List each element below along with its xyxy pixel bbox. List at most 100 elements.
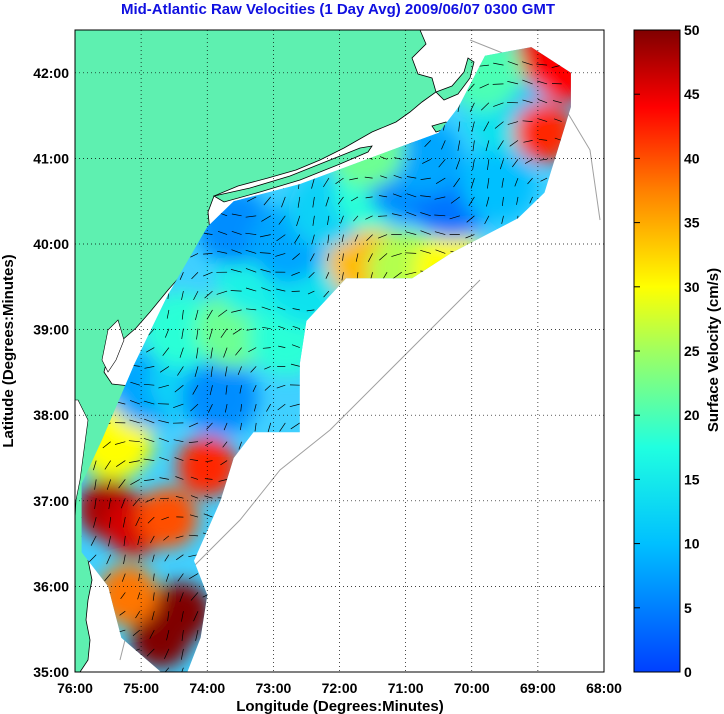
velocity-arrow xyxy=(164,328,170,338)
y-axis: 35:00 36:00 37:00 38:00 39:00 40:00 41:00 42:00 xyxy=(33,65,69,680)
velocity-arrow xyxy=(480,102,490,111)
velocity-arrow xyxy=(179,347,184,358)
velocity-arrow xyxy=(516,196,519,205)
velocity-arrow xyxy=(458,121,461,132)
velocity-arrow xyxy=(181,291,184,300)
velocity-arrow xyxy=(239,422,242,431)
velocity-arrow xyxy=(391,213,402,217)
velocity-arrow xyxy=(129,419,140,424)
velocity-arrow xyxy=(205,460,213,463)
velocity-arrow xyxy=(277,325,286,330)
y-tick-label: 38:00 xyxy=(33,407,69,423)
y-axis-label: Latitude (Degrees:Minutes) xyxy=(0,254,17,447)
velocity-arrow xyxy=(130,381,140,386)
velocity-arrow xyxy=(222,441,228,448)
velocity-arrow xyxy=(191,271,199,280)
velocity-arrow xyxy=(123,554,126,565)
velocity-arrow xyxy=(138,554,141,564)
velocity-arrow xyxy=(209,385,213,396)
velocity-arrow xyxy=(174,457,184,461)
velocity-arrow xyxy=(189,514,199,518)
colorbar-label: Surface Velocity (cm/s) xyxy=(705,268,722,432)
velocity-arrow xyxy=(262,347,271,349)
velocity-arrow xyxy=(341,234,344,242)
velocity-arrow xyxy=(108,498,112,510)
velocity-arrow xyxy=(220,328,228,338)
velocity-arrow xyxy=(108,517,112,528)
velocity-arrow xyxy=(353,215,359,222)
velocity-arrow xyxy=(349,177,359,181)
velocity-arrow xyxy=(217,250,228,254)
velocity-arrow xyxy=(487,178,490,189)
velocity-arrow xyxy=(450,196,461,204)
velocity-arrow xyxy=(152,573,155,582)
velocity-arrow xyxy=(114,441,126,445)
colorbar-tick-label: 50 xyxy=(684,22,700,38)
velocity-arrow xyxy=(179,272,184,280)
velocity-arrow xyxy=(194,366,199,377)
velocity-arrow xyxy=(158,384,169,389)
velocity-arrow xyxy=(434,196,446,200)
x-tick-label: 68:00 xyxy=(586,680,622,696)
velocity-arrow xyxy=(144,479,155,481)
velocity-arrow xyxy=(121,573,126,582)
colorbar-tick-label: 35 xyxy=(684,215,700,231)
x-axis-label: Longitude (Degrees:Minutes) xyxy=(236,698,444,714)
velocity-arrow xyxy=(129,400,140,405)
velocity-arrow xyxy=(135,516,141,527)
velocity-arrow xyxy=(522,99,533,104)
velocity-arrow xyxy=(323,177,330,188)
velocity-arrow xyxy=(162,347,170,356)
velocity-arrow xyxy=(239,385,242,394)
velocity-arrow xyxy=(245,287,257,292)
velocity-arrow xyxy=(108,535,112,547)
velocity-arrow xyxy=(279,422,286,432)
y-tick-label: 41:00 xyxy=(33,150,69,166)
velocity-arrow xyxy=(88,554,97,563)
velocity-arrow xyxy=(538,138,548,141)
y-tick-label: 35:00 xyxy=(33,664,69,680)
velocity-arrow xyxy=(486,196,490,207)
velocity-arrow xyxy=(208,328,213,340)
velocity-arrow xyxy=(364,176,373,179)
velocity-arrow xyxy=(289,403,300,408)
x-tick-label: 73:00 xyxy=(255,680,291,696)
colorbar-tick-label: 15 xyxy=(684,471,700,487)
velocity-arrow xyxy=(380,175,388,179)
velocity-arrow xyxy=(166,309,170,319)
velocity-arrow xyxy=(308,271,315,279)
velocity-arrow xyxy=(291,344,300,348)
velocity-arrow xyxy=(161,516,170,521)
velocity-arrow xyxy=(164,648,170,659)
velocity-arrow xyxy=(128,440,140,443)
velocity-arrow xyxy=(240,404,242,412)
velocity-arrow xyxy=(455,159,461,170)
x-tick-label: 71:00 xyxy=(388,680,424,696)
velocity-arrow xyxy=(457,140,461,151)
velocity-arrow xyxy=(290,422,300,430)
velocity-arrow xyxy=(514,177,519,187)
velocity-arrow xyxy=(188,422,199,428)
velocity-arrow xyxy=(276,234,286,242)
plot-frame xyxy=(74,29,605,673)
velocity-arrow xyxy=(422,158,431,164)
chesapeake-bay xyxy=(75,399,89,521)
velocity-arrow xyxy=(487,159,490,171)
velocity-arrow xyxy=(138,573,141,582)
velocity-arrow xyxy=(405,271,417,276)
velocity-arrow xyxy=(468,196,475,207)
x-tick-label: 72:00 xyxy=(322,680,358,696)
velocity-arrow xyxy=(203,271,213,277)
velocity-arrow xyxy=(509,140,519,147)
x-tick-label: 75:00 xyxy=(123,680,159,696)
velocity-arrow xyxy=(104,460,111,470)
velocity-arrow xyxy=(365,196,373,199)
velocity-arrow xyxy=(472,159,475,171)
velocity-arrow xyxy=(524,158,533,164)
velocity-arrow xyxy=(367,253,373,262)
y-tick-label: 40:00 xyxy=(33,236,69,252)
velocity-arrow xyxy=(203,513,213,518)
velocity-arrow xyxy=(147,516,155,524)
velocity-arrow xyxy=(406,176,417,179)
velocity-arrow xyxy=(521,61,533,66)
